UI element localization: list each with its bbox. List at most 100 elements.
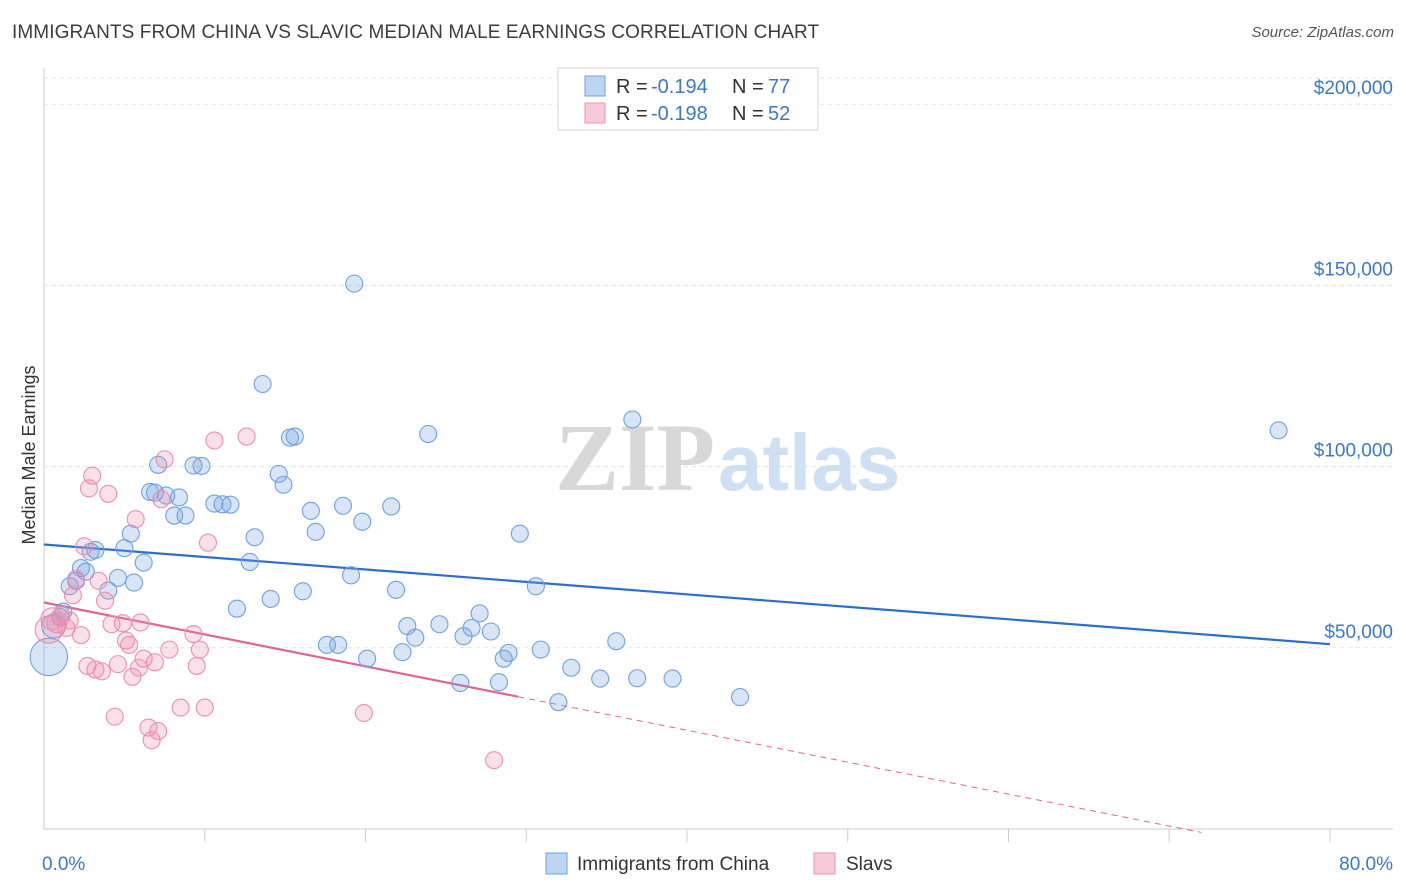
slavs-point	[485, 751, 504, 770]
x-tick-label-max: 80.0%	[1339, 854, 1393, 875]
slavs-point	[354, 703, 373, 723]
legend-r-label-slavs: R =	[616, 103, 653, 125]
china-point	[531, 640, 550, 659]
china-point	[121, 524, 140, 543]
china-point	[419, 424, 438, 444]
china-point	[145, 483, 164, 502]
slavs-point	[129, 658, 148, 677]
slavs-point	[184, 624, 203, 644]
china-point	[71, 559, 91, 578]
slavs-point	[187, 656, 206, 675]
china-point	[221, 495, 240, 514]
slavs-point	[99, 484, 118, 503]
y-tick-label-100000: $100,000	[1314, 441, 1393, 462]
china-point	[406, 628, 425, 647]
slavs-point	[171, 698, 190, 717]
legend-n-label-china: N =	[732, 76, 769, 98]
legend-swatch-china	[584, 75, 606, 97]
x-ticks	[204, 829, 1331, 842]
china-point	[261, 589, 280, 608]
slavs-point	[152, 490, 171, 509]
china-point	[358, 649, 377, 668]
legend-box	[557, 67, 819, 131]
legend-n-value-slavs: 52	[768, 103, 790, 125]
slavs-point	[83, 466, 102, 485]
slavs-point	[120, 635, 139, 654]
china-point	[591, 669, 610, 688]
watermark-zip: ZIP	[555, 404, 715, 511]
china-point	[481, 622, 500, 641]
china-point	[393, 643, 412, 662]
legend-r-label-china: R =	[616, 76, 653, 98]
china-point	[623, 410, 642, 429]
slavs-point	[75, 537, 94, 556]
series-legend-label-china: Immigrants from China	[577, 854, 770, 875]
slavs-point	[63, 586, 82, 605]
china-point	[628, 669, 647, 688]
china-point	[306, 522, 325, 541]
china-point	[451, 673, 470, 693]
china-point	[462, 618, 481, 637]
china-point	[176, 506, 195, 525]
china-point	[562, 658, 581, 677]
slavs-point	[123, 667, 142, 686]
china-point	[510, 524, 529, 543]
china-point	[253, 374, 272, 394]
china-point	[345, 274, 364, 293]
slavs-point	[113, 614, 132, 633]
watermark-atlas: atlas	[718, 418, 900, 507]
china-point	[607, 632, 626, 651]
series-legend: Immigrants from China Slavs	[545, 852, 892, 875]
slavs-point	[71, 626, 91, 645]
slavs-point	[198, 533, 218, 552]
legend-n-label-slavs: N =	[732, 103, 769, 125]
china-point	[293, 582, 312, 601]
china-point	[382, 497, 401, 516]
slavs-point	[86, 660, 105, 679]
china-point	[499, 643, 518, 662]
china-point	[386, 580, 406, 599]
china-point	[663, 669, 682, 688]
chart-source: Source: ZipAtlas.com	[1251, 24, 1394, 41]
slavs-point	[237, 427, 256, 446]
china-point	[1269, 421, 1288, 440]
trend-lines	[43, 543, 1331, 833]
china-point	[494, 649, 513, 668]
china-point	[227, 599, 246, 618]
slavs-point	[149, 722, 168, 741]
slavs-point	[145, 653, 164, 672]
china-point	[29, 637, 69, 677]
china-point	[76, 562, 95, 581]
legend-r-value-china: -0.194	[651, 76, 708, 98]
series-legend-swatch-slavs	[813, 852, 836, 875]
china-point	[86, 540, 105, 560]
slavs-trend-line	[43, 601, 519, 698]
legend-n-value-china: 77	[768, 76, 790, 98]
slavs-point	[126, 510, 145, 529]
slavs-point	[142, 731, 161, 750]
slavs-point	[190, 640, 209, 659]
china-point	[124, 573, 144, 592]
china-point	[329, 635, 348, 654]
china-point	[333, 496, 353, 515]
slavs-point	[131, 613, 150, 632]
china-point	[134, 553, 153, 572]
y-tick-label-50000: $50,000	[1324, 622, 1393, 643]
china-point	[169, 488, 189, 507]
china-point	[489, 673, 508, 692]
slavs-point	[108, 655, 127, 674]
correlation-legend: R = -0.194 N = 77 R = -0.198 N = 52	[557, 67, 819, 131]
slavs-point	[89, 571, 108, 590]
china-point	[240, 552, 259, 571]
slavs-point	[205, 431, 224, 450]
china-point	[730, 688, 750, 707]
china-point	[99, 581, 118, 600]
china-point	[353, 512, 372, 531]
series-legend-label-slavs: Slavs	[846, 854, 892, 875]
china-point	[430, 615, 449, 634]
slavs-point	[195, 698, 214, 717]
china-point	[526, 577, 545, 596]
y-tick-labels: $50,000 $100,000 $150,000 $200,000	[1314, 78, 1393, 643]
legend-r-value-slavs: -0.198	[651, 103, 708, 125]
slavs-point	[92, 662, 111, 681]
